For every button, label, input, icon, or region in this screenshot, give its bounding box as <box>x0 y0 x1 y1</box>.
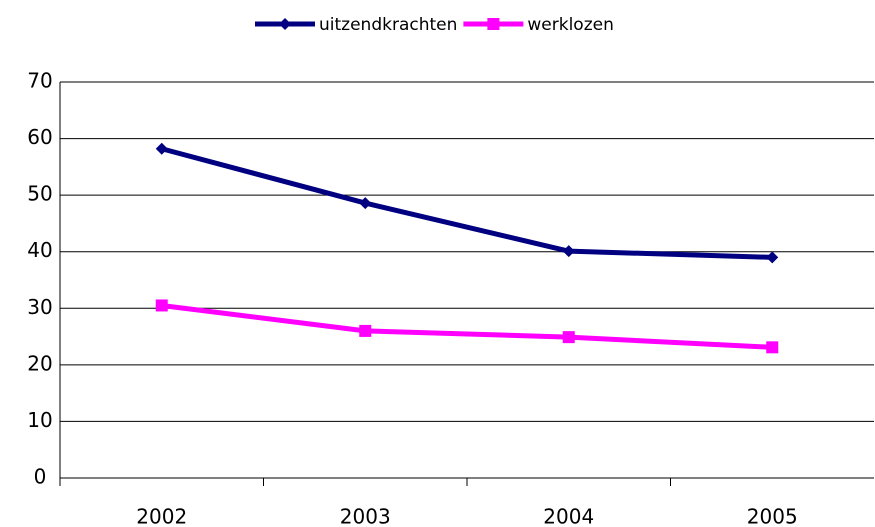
y-tick-label: 50 <box>27 182 52 206</box>
y-tick-label: 30 <box>27 295 52 319</box>
marker <box>562 331 575 344</box>
marker <box>155 299 168 312</box>
marker <box>155 142 168 155</box>
y-tick-label: 70 <box>27 69 52 93</box>
marker <box>766 251 779 264</box>
marker <box>359 324 372 337</box>
marker <box>562 245 575 258</box>
marker <box>279 18 291 30</box>
x-tick-label: 2005 <box>747 505 798 527</box>
series-line <box>161 146 773 260</box>
y-tick-label: 40 <box>27 238 52 262</box>
marker <box>487 18 500 30</box>
x-tick-label: 2002 <box>136 505 187 527</box>
legend: uitzendkrachten werklozen <box>255 15 614 35</box>
marker <box>766 341 779 354</box>
legend-label: uitzendkrachten <box>319 15 457 35</box>
x-tick-label: 2003 <box>340 505 391 527</box>
x-tick-label: 2004 <box>543 505 594 527</box>
y-tick-label: 60 <box>27 125 52 149</box>
legend-label: werklozen <box>527 15 613 35</box>
marker <box>359 197 372 210</box>
y-tick-label: 10 <box>27 408 52 432</box>
series-line <box>161 302 773 350</box>
y-tick-label: 20 <box>27 351 52 375</box>
y-tick-label: 0 <box>34 465 47 489</box>
